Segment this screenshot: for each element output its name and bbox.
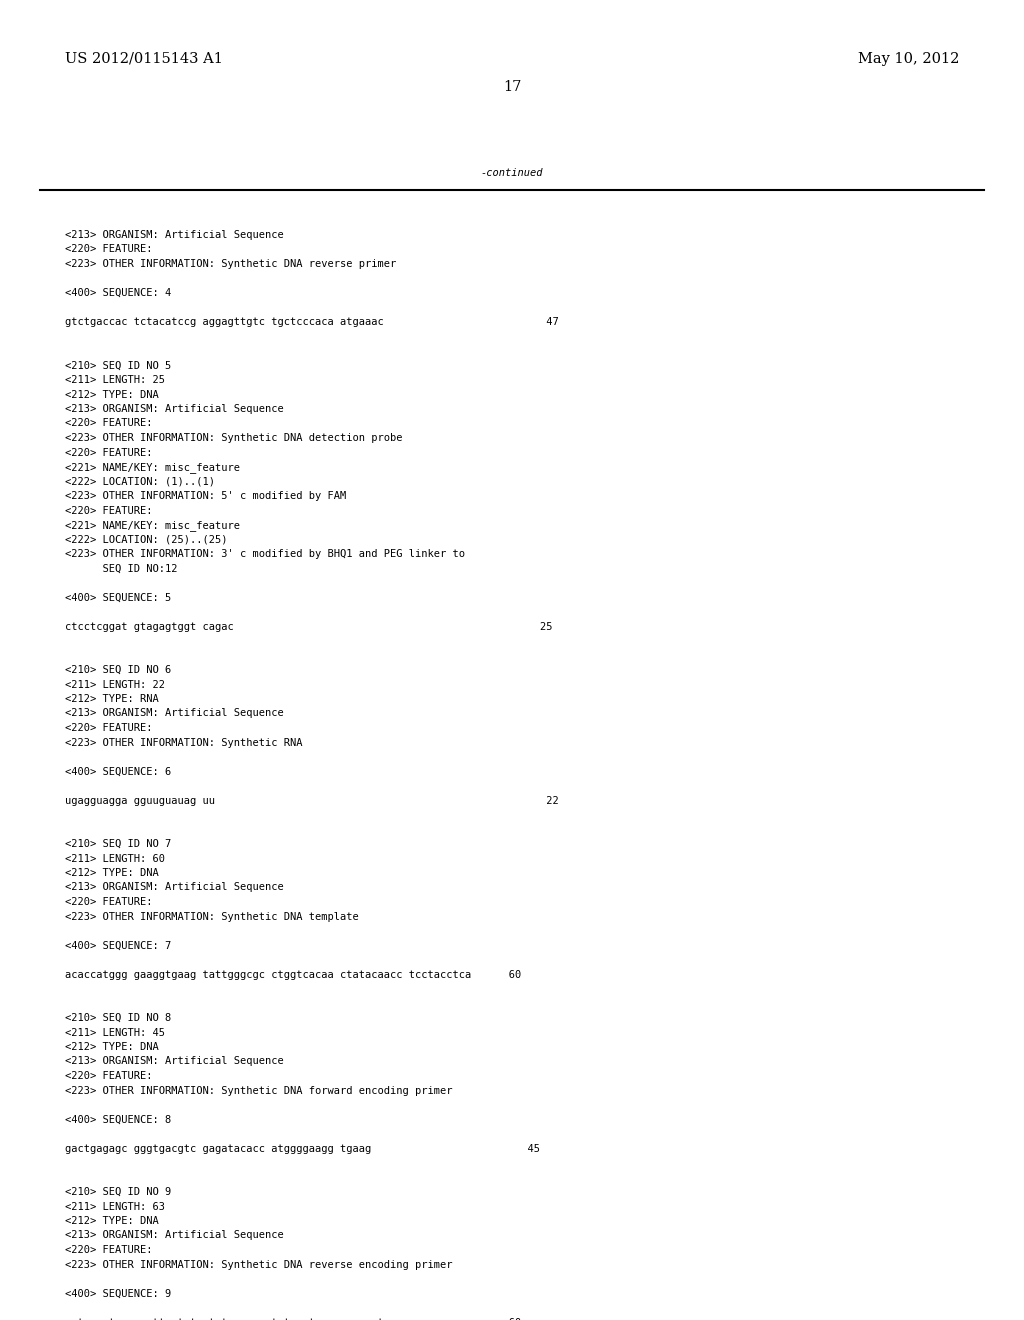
- Text: SEQ ID NO:12: SEQ ID NO:12: [65, 564, 177, 573]
- Text: <211> LENGTH: 25: <211> LENGTH: 25: [65, 375, 165, 385]
- Text: <210> SEQ ID NO 7: <210> SEQ ID NO 7: [65, 840, 171, 849]
- Text: agtcacctgc ggattaatgt gtctgaccac tctacatccg aggaggtgac caggcgccca      60: agtcacctgc ggattaatgt gtctgaccac tctacat…: [65, 1317, 521, 1320]
- Text: <400> SEQUENCE: 5: <400> SEQUENCE: 5: [65, 593, 171, 602]
- Text: <400> SEQUENCE: 9: <400> SEQUENCE: 9: [65, 1288, 171, 1299]
- Text: <220> FEATURE:: <220> FEATURE:: [65, 418, 153, 429]
- Text: <220> FEATURE:: <220> FEATURE:: [65, 447, 153, 458]
- Text: <220> FEATURE:: <220> FEATURE:: [65, 723, 153, 733]
- Text: ugagguagga gguuguauag uu                                                     22: ugagguagga gguuguauag uu 22: [65, 796, 559, 805]
- Text: <221> NAME/KEY: misc_feature: <221> NAME/KEY: misc_feature: [65, 462, 240, 473]
- Text: <213> ORGANISM: Artificial Sequence: <213> ORGANISM: Artificial Sequence: [65, 230, 284, 240]
- Text: <223> OTHER INFORMATION: 5' c modified by FAM: <223> OTHER INFORMATION: 5' c modified b…: [65, 491, 346, 502]
- Text: <210> SEQ ID NO 6: <210> SEQ ID NO 6: [65, 665, 171, 675]
- Text: gtctgaccac tctacatccg aggagttgtc tgctcccaca atgaaac                          47: gtctgaccac tctacatccg aggagttgtc tgctccc…: [65, 317, 559, 327]
- Text: <212> TYPE: DNA: <212> TYPE: DNA: [65, 389, 159, 400]
- Text: gactgagagc gggtgacgtc gagatacacc atggggaagg tgaag                         45: gactgagagc gggtgacgtc gagatacacc atgggga…: [65, 1143, 540, 1154]
- Text: <221> NAME/KEY: misc_feature: <221> NAME/KEY: misc_feature: [65, 520, 240, 531]
- Text: <222> LOCATION: (25)..(25): <222> LOCATION: (25)..(25): [65, 535, 227, 544]
- Text: <212> TYPE: DNA: <212> TYPE: DNA: [65, 1041, 159, 1052]
- Text: <223> OTHER INFORMATION: Synthetic DNA detection probe: <223> OTHER INFORMATION: Synthetic DNA d…: [65, 433, 402, 444]
- Text: <223> OTHER INFORMATION: Synthetic DNA forward encoding primer: <223> OTHER INFORMATION: Synthetic DNA f…: [65, 1085, 453, 1096]
- Text: <212> TYPE: RNA: <212> TYPE: RNA: [65, 694, 159, 704]
- Text: <220> FEATURE:: <220> FEATURE:: [65, 506, 153, 516]
- Text: <212> TYPE: DNA: <212> TYPE: DNA: [65, 1216, 159, 1226]
- Text: <210> SEQ ID NO 8: <210> SEQ ID NO 8: [65, 1012, 171, 1023]
- Text: <400> SEQUENCE: 8: <400> SEQUENCE: 8: [65, 1114, 171, 1125]
- Text: <213> ORGANISM: Artificial Sequence: <213> ORGANISM: Artificial Sequence: [65, 709, 284, 718]
- Text: <223> OTHER INFORMATION: Synthetic DNA template: <223> OTHER INFORMATION: Synthetic DNA t…: [65, 912, 358, 921]
- Text: <400> SEQUENCE: 4: <400> SEQUENCE: 4: [65, 288, 171, 298]
- Text: ctcctcggat gtagagtggt cagac                                                 25: ctcctcggat gtagagtggt cagac 25: [65, 622, 553, 631]
- Text: May 10, 2012: May 10, 2012: [858, 51, 959, 66]
- Text: <220> FEATURE:: <220> FEATURE:: [65, 1071, 153, 1081]
- Text: -continued: -continued: [480, 168, 544, 178]
- Text: <223> OTHER INFORMATION: Synthetic DNA reverse encoding primer: <223> OTHER INFORMATION: Synthetic DNA r…: [65, 1259, 453, 1270]
- Text: 17: 17: [503, 81, 521, 94]
- Text: <212> TYPE: DNA: <212> TYPE: DNA: [65, 869, 159, 878]
- Text: <210> SEQ ID NO 5: <210> SEQ ID NO 5: [65, 360, 171, 371]
- Text: <220> FEATURE:: <220> FEATURE:: [65, 244, 153, 255]
- Text: <223> OTHER INFORMATION: Synthetic RNA: <223> OTHER INFORMATION: Synthetic RNA: [65, 738, 302, 747]
- Text: <400> SEQUENCE: 7: <400> SEQUENCE: 7: [65, 940, 171, 950]
- Text: <222> LOCATION: (1)..(1): <222> LOCATION: (1)..(1): [65, 477, 215, 487]
- Text: <223> OTHER INFORMATION: 3' c modified by BHQ1 and PEG linker to: <223> OTHER INFORMATION: 3' c modified b…: [65, 549, 465, 558]
- Text: <220> FEATURE:: <220> FEATURE:: [65, 898, 153, 907]
- Text: <211> LENGTH: 22: <211> LENGTH: 22: [65, 680, 165, 689]
- Text: <223> OTHER INFORMATION: Synthetic DNA reverse primer: <223> OTHER INFORMATION: Synthetic DNA r…: [65, 259, 396, 269]
- Text: <213> ORGANISM: Artificial Sequence: <213> ORGANISM: Artificial Sequence: [65, 1230, 284, 1241]
- Text: <213> ORGANISM: Artificial Sequence: <213> ORGANISM: Artificial Sequence: [65, 883, 284, 892]
- Text: <220> FEATURE:: <220> FEATURE:: [65, 1245, 153, 1255]
- Text: <211> LENGTH: 45: <211> LENGTH: 45: [65, 1027, 165, 1038]
- Text: <210> SEQ ID NO 9: <210> SEQ ID NO 9: [65, 1187, 171, 1197]
- Text: <213> ORGANISM: Artificial Sequence: <213> ORGANISM: Artificial Sequence: [65, 1056, 284, 1067]
- Text: <211> LENGTH: 63: <211> LENGTH: 63: [65, 1201, 165, 1212]
- Text: US 2012/0115143 A1: US 2012/0115143 A1: [65, 51, 223, 66]
- Text: <213> ORGANISM: Artificial Sequence: <213> ORGANISM: Artificial Sequence: [65, 404, 284, 414]
- Text: <211> LENGTH: 60: <211> LENGTH: 60: [65, 854, 165, 863]
- Text: <400> SEQUENCE: 6: <400> SEQUENCE: 6: [65, 767, 171, 776]
- Text: acaccatggg gaaggtgaag tattgggcgc ctggtcacaa ctatacaacc tcctacctca      60: acaccatggg gaaggtgaag tattgggcgc ctggtca…: [65, 969, 521, 979]
